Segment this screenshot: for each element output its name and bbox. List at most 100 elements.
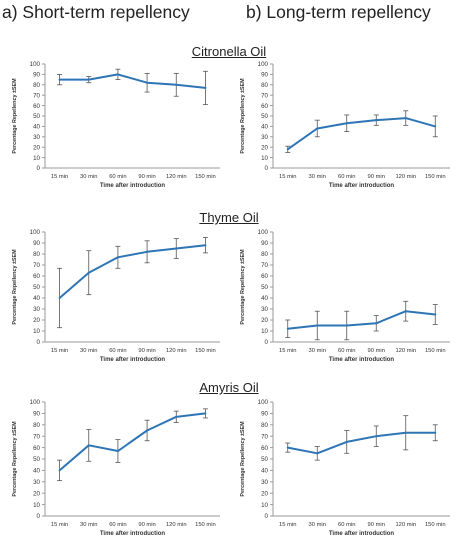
y-tick-label: 90 [33,240,40,247]
y-tick-label: 40 [261,295,268,302]
data-point [175,83,178,86]
data-point [375,435,378,438]
data-point [404,310,407,313]
data-point [204,244,207,247]
y-tick-label: 70 [261,92,268,99]
x-tick-label: 150 min [195,174,216,180]
data-point [286,148,289,151]
x-tick-label: 30 min [80,522,97,528]
data-point [375,119,378,122]
y-tick-label: 100 [30,61,41,68]
data-point [204,86,207,89]
x-axis-label: Time after introduction [329,183,395,189]
data-point [204,412,207,415]
data-point [175,415,178,418]
data-point [146,81,149,84]
y-tick-label: 40 [261,124,268,131]
y-tick-label: 90 [33,411,40,418]
x-tick-label: 60 min [338,174,355,180]
y-tick-label: 20 [261,144,268,151]
x-axis-label: Time after introduction [100,357,166,363]
y-axis-label: Percentage Repellency ±SEM [12,78,18,154]
data-point [58,78,61,81]
x-tick-label: 30 min [309,174,326,180]
x-axis-label: Time after introduction [100,183,166,189]
x-tick-label: 120 min [395,522,416,528]
y-tick-label: 50 [33,113,40,120]
y-tick-label: 30 [261,306,268,313]
y-axis-label: Percentage Repellency ±SEM [240,78,246,154]
oil-title-amyris: Amyris Oil [199,380,259,395]
y-tick-label: 50 [261,456,268,463]
data-point [87,444,90,447]
x-tick-label: 30 min [309,522,326,528]
y-tick-label: 70 [261,262,268,269]
x-tick-label: 15 min [279,522,296,528]
column-heading-long-term: b) Long-term repellency [246,2,431,22]
y-tick-label: 20 [261,317,268,324]
series-line [59,73,206,89]
x-tick-label: 90 min [138,522,155,528]
data-point [375,322,378,325]
data-point [286,327,289,330]
x-tick-label: 90 min [368,174,385,180]
y-tick-label: 60 [33,103,40,110]
x-tick-label: 15 min [279,348,296,354]
data-point [175,247,178,250]
y-tick-label: 50 [261,113,268,120]
x-tick-label: 15 min [51,174,68,180]
data-point [434,125,437,128]
y-tick-label: 0 [37,513,41,520]
y-tick-label: 10 [261,502,268,509]
y-tick-label: 50 [261,284,268,291]
x-tick-label: 60 min [338,348,355,354]
y-tick-label: 60 [261,445,268,452]
y-tick-label: 30 [261,479,268,486]
y-tick-label: 30 [33,306,40,313]
y-tick-label: 0 [265,513,269,520]
y-axis-label: Percentage Repellency ±SEM [12,421,18,497]
y-tick-label: 80 [261,422,268,429]
data-point [116,73,119,76]
x-axis-label: Time after introduction [329,531,395,537]
y-tick-label: 40 [33,124,40,131]
y-tick-label: 20 [33,490,40,497]
data-point [316,324,319,327]
data-point [58,297,61,299]
y-axis-label: Percentage Repellency ±SEM [240,249,246,325]
x-tick-label: 150 min [425,174,446,180]
x-tick-label: 120 min [395,174,416,180]
data-point [434,431,437,434]
column-heading-short-term: a) Short-term repellency [2,2,190,22]
y-tick-label: 0 [265,165,269,172]
oil-title-thyme: Thyme Oil [199,210,259,225]
chart-amyris-short-term: 0 10 20 30 40 50 60 70 80 90 100 15 min 30 min 60 min… [12,399,220,537]
x-tick-label: 90 min [368,348,385,354]
data-point [146,429,149,432]
x-tick-label: 60 min [338,522,355,528]
x-tick-label: 150 min [425,348,446,354]
x-tick-label: 60 min [109,174,126,180]
y-tick-label: 30 [261,134,268,141]
y-tick-label: 60 [261,273,268,280]
y-tick-label: 0 [265,339,269,346]
y-tick-label: 10 [261,155,268,162]
chart-citronella-short-term: 0 10 20 30 40 50 60 70 80 90 100 15 min 30 min 60 min… [12,61,220,189]
y-tick-label: 70 [261,433,268,440]
data-point [345,440,348,443]
y-tick-label: 70 [33,433,40,440]
series-line [287,431,436,455]
x-tick-label: 150 min [195,348,216,354]
y-tick-label: 10 [33,328,40,335]
y-tick-label: 80 [33,422,40,429]
y-tick-label: 10 [33,502,40,509]
data-point [116,450,119,453]
series-line [58,412,206,472]
y-tick-label: 90 [261,72,268,79]
y-tick-label: 20 [33,144,40,151]
chart-thyme-short-term: 0 10 20 30 40 50 60 70 80 90 100 15 min 30 min 60 min… [12,229,220,363]
y-tick-label: 20 [261,490,268,497]
series-line [287,310,436,330]
x-tick-label: 60 min [109,522,126,528]
x-tick-label: 15 min [279,174,296,180]
